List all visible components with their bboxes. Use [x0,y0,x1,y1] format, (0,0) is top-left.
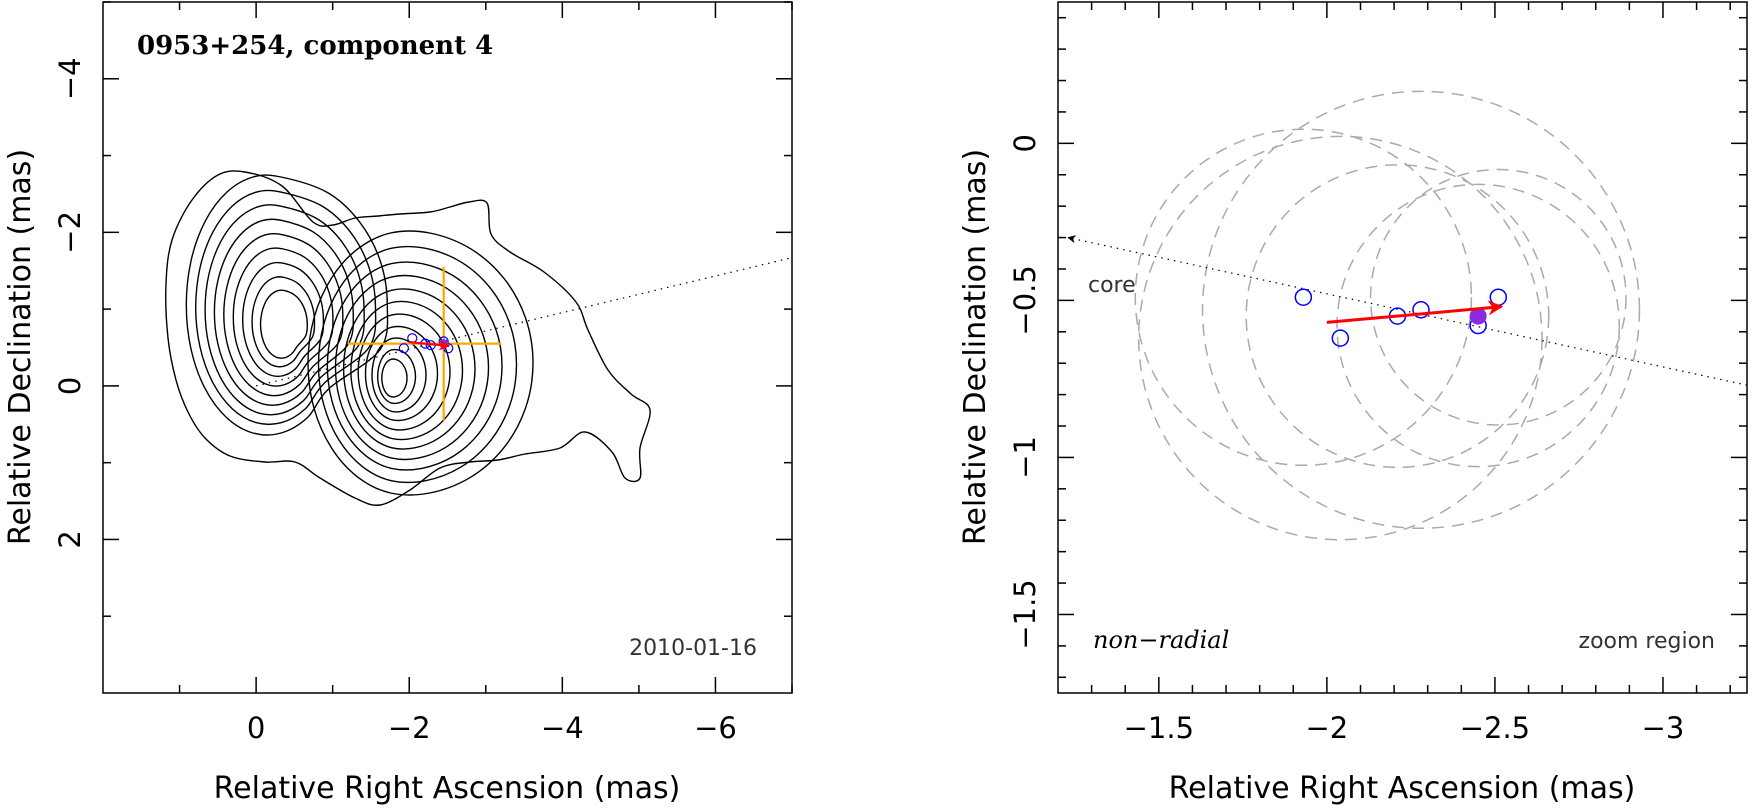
y-tick-label: −0.5 [1008,265,1042,335]
right-ticks: −1.5 −2 −2.5 −3 0 −0.5 −1 −1.5 [1008,2,1747,745]
y-tick-label: 2 [53,530,87,548]
observation-date: 2010-01-16 [629,636,757,661]
beam-circle [1369,168,1627,426]
x-axis-label: Relative Right Ascension (mas) [1169,771,1636,806]
contour-core [251,276,316,368]
x-axis-label: Relative Right Ascension (mas) [214,771,681,806]
y-tick-label: −4 [53,57,87,100]
x-tick-label: −3 [1642,711,1685,745]
contour-component [307,230,534,496]
plot-title: 0953+254, component 4 [137,31,493,61]
position-marker [1412,301,1430,319]
y-tick-label: −1 [1008,436,1042,479]
contour-component [376,348,417,405]
position-marker [1331,329,1350,347]
left-ticks: 0 −2 −4 −6 2 0 −2 −4 [53,1,793,745]
x-tick-label: −2 [1306,711,1349,745]
position-marker [1489,288,1508,306]
beam-circle [1336,183,1621,468]
contour-component [357,313,451,431]
beam-circle [1137,135,1543,541]
position-marker [398,343,409,354]
contour-lines [165,170,651,506]
zoom-region-label: zoom region [1579,629,1715,654]
contour-core [194,189,377,426]
contour-map-panel: 0 −2 −4 −6 2 0 −2 −4 0953+254, component 4 2010… [3,1,793,806]
beam-circle [1134,128,1473,467]
contour-component [364,325,439,422]
x-tick-label: −1.5 [1124,711,1194,745]
contour-component [350,300,464,441]
beam-circle [1245,164,1550,469]
motion-type-label: non−radial [1093,626,1229,654]
contour-component [342,288,476,450]
contour-component [381,358,408,398]
contour-core [223,232,344,397]
contour-core [204,204,365,416]
contour-core [213,218,354,406]
y-tick-label: −1.5 [1008,579,1042,649]
core-label: core [1088,273,1136,298]
zoom-panel: −1.5 −2 −2.5 −30−0.5−1−1.5 core non−radial … [958,1,1748,806]
contour-core [185,174,389,436]
y-axis-label: Relative Declination (mas) [3,149,38,545]
contour-outer [165,170,651,506]
contour-component [326,261,503,471]
position-marker [1294,288,1313,306]
trajectory-line [1067,235,1747,386]
left-plot-content [255,257,792,421]
trajectory-line [255,257,792,387]
x-tick-label: 0 [247,711,265,745]
contour-component [334,274,490,461]
right-plot-frame [1057,1,1748,694]
y-tick-label: 0 [53,377,87,395]
contour-core [259,289,309,359]
motion-arrow [1326,300,1504,324]
contour-core [232,247,334,387]
beam-circle [1201,90,1641,530]
x-tick-label: −4 [541,711,584,745]
contour-component [317,245,518,484]
x-tick-label: −2 [388,711,431,745]
right-plot-content [1067,90,1747,541]
x-tick-label: −6 [694,711,737,745]
y-tick-label: 0 [1008,134,1042,152]
x-tick-label: −2.5 [1460,711,1530,745]
contour-core [241,261,325,378]
y-tick-label: −2 [53,211,87,254]
y-axis-label: Relative Declination (mas) [958,149,993,545]
motion-arrow [409,339,451,351]
left-plot-frame [102,1,793,694]
